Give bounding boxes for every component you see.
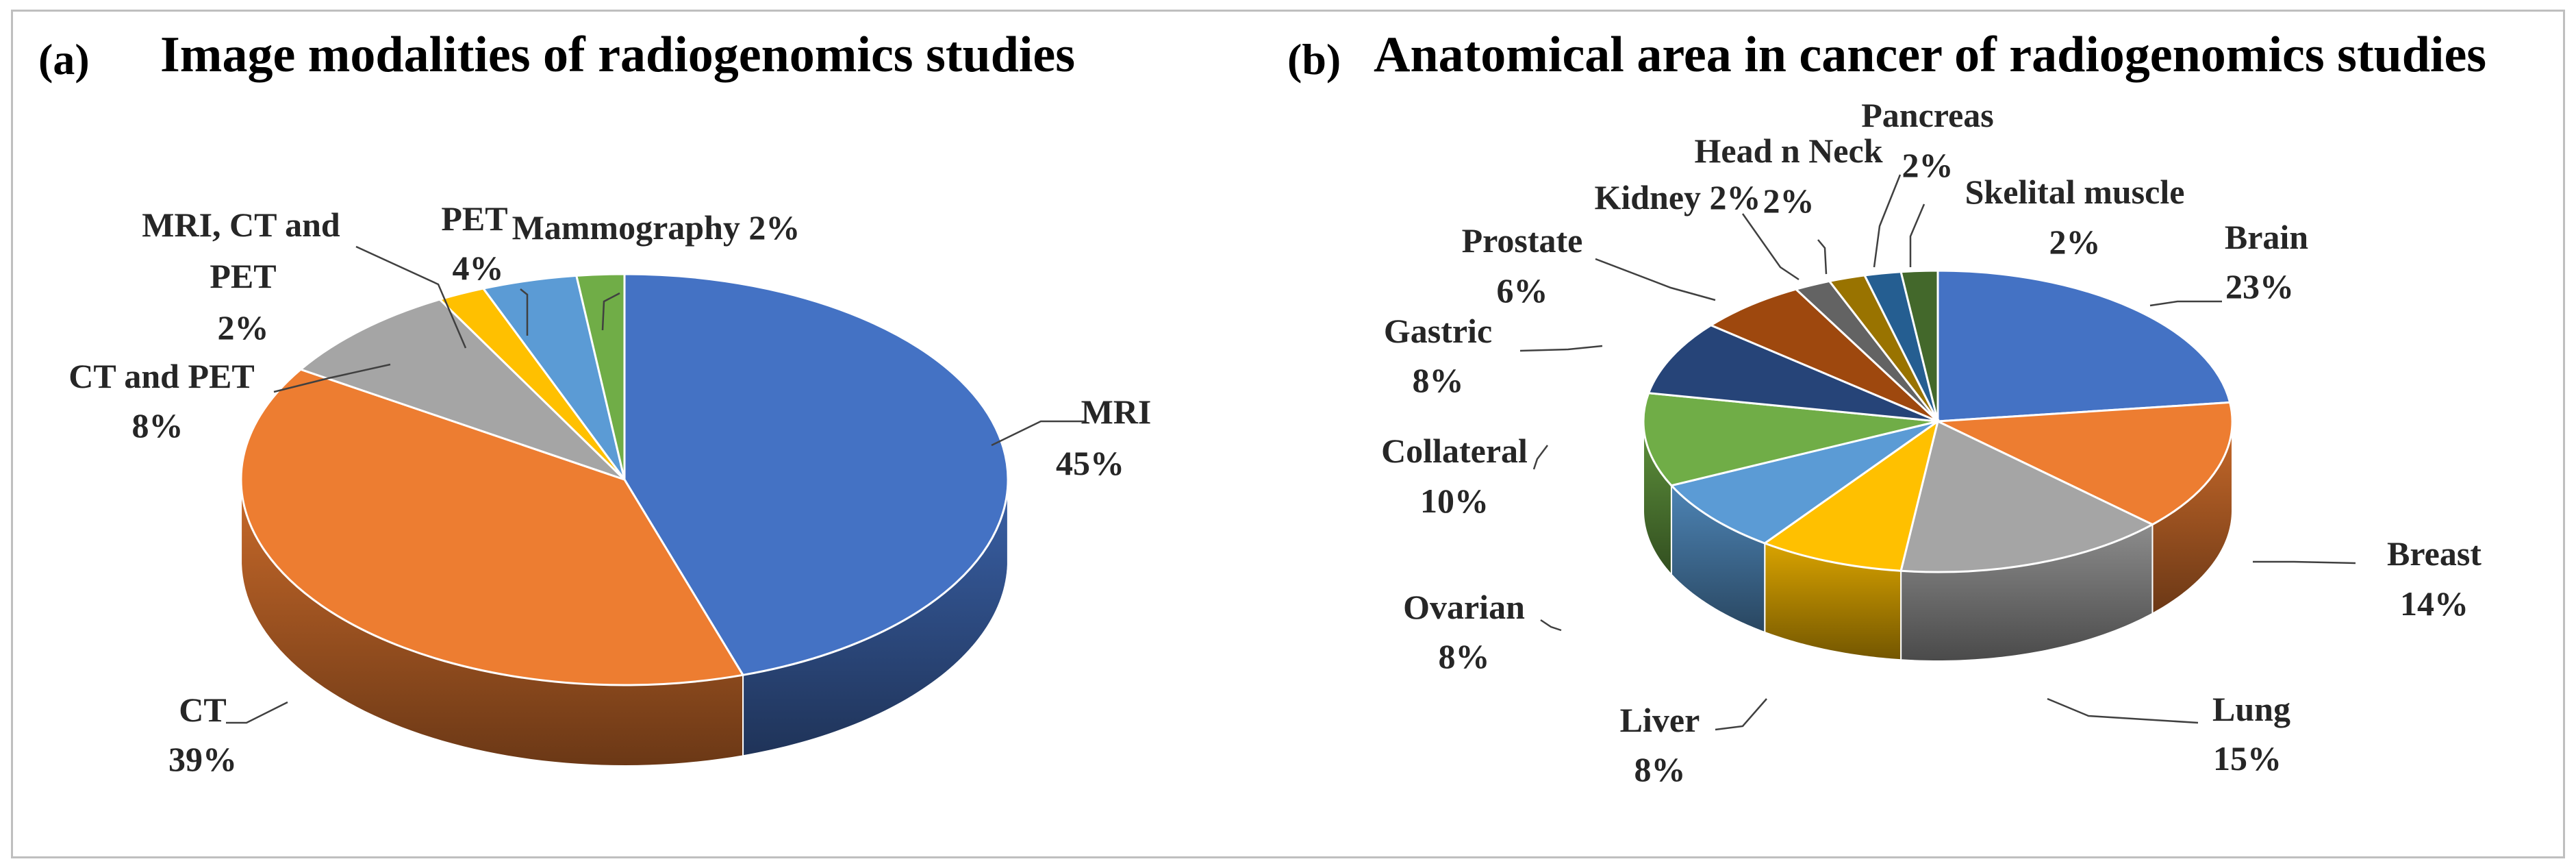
panel-a-title: Image modalities of radiogenomics studie… [160, 27, 1076, 83]
label-text-breast: Breast [2387, 534, 2482, 573]
label-value-prostate: 6% [1497, 271, 1548, 310]
leader-line-head-n-neck [1817, 239, 1828, 275]
label-ct-and-pet: CT and PET 8% [68, 357, 254, 445]
slice-gastric [1647, 324, 1939, 423]
label-text-collateral: Collateral [1381, 432, 1528, 470]
slice-ovarian [1669, 420, 1939, 545]
figure-frame [11, 10, 2565, 858]
leader-line-mri-ct-and-pet [355, 245, 467, 349]
label-liver: Liver 8% [1620, 701, 1700, 789]
label-value-head-n-neck: 2% [1763, 182, 1815, 220]
label-gastric: Gastric 8% [1384, 312, 1492, 399]
label-pancreas: Pancreas 2% [1861, 96, 1993, 184]
leader-line-prostate [1595, 258, 1716, 301]
label-mri: MRI 45% [1056, 393, 1151, 482]
label-value-brain: 23% [2225, 267, 2294, 306]
label-value-skelital-muscle: 2% [2049, 223, 2101, 261]
label-text-mri-ct-and-pet: PET [210, 257, 276, 295]
label-text-brain: Brain [2225, 218, 2308, 256]
leader-line-lung [2047, 697, 2199, 724]
label-text-pancreas: Pancreas [1861, 96, 1993, 134]
leader-line-kidney [1741, 213, 1800, 281]
label-text-liver: Liver [1620, 701, 1700, 739]
leader-line-collateral [1532, 445, 1548, 470]
label-value-liver: 8% [1634, 750, 1686, 789]
leader-line-pancreas [1873, 174, 1902, 268]
label-value-ovarian: 8% [1439, 637, 1490, 675]
label-value-breast: 14% [2400, 584, 2468, 623]
label-text-ct-and-pet: CT and PET [68, 357, 254, 395]
panel-b-title: Anatomical area in cancer of radiogenomi… [1374, 27, 2487, 83]
slice-prostate [1708, 288, 1939, 423]
label-text-gastric: Gastric [1384, 312, 1492, 350]
label-brain: Brain 23% [2225, 218, 2308, 306]
leader-line-gastric [1519, 345, 1603, 352]
label-skelital-muscle: Skelital muscle 2% [1965, 173, 2185, 261]
label-value-ct-and-pet: 8% [132, 406, 184, 445]
slice-collateral [1642, 392, 1939, 487]
label-text-head-n-neck: Head n Neck [1695, 132, 1883, 170]
label-value-mri-ct-and-pet: 2% [218, 308, 269, 347]
slice-brain [1936, 269, 2232, 423]
slice-liver [1763, 419, 1940, 572]
slice-mri [623, 273, 1009, 676]
label-collateral: Collateral 10% [1381, 432, 1528, 520]
label-text-ovarian: Ovarian [1403, 588, 1525, 626]
label-lung: Lung 15% [2212, 690, 2290, 778]
leader-line-brain [2149, 300, 2222, 307]
slice-mammography [574, 273, 626, 480]
label-value-collateral: 10% [1420, 482, 1489, 520]
pie-b-sides [1643, 421, 2233, 662]
label-kidney: Kidney 2% [1594, 178, 1760, 216]
slice-ct-and-pet [299, 298, 626, 481]
label-text-pet: PET [441, 199, 507, 238]
label-text-kidney: Kidney 2% [1594, 178, 1760, 216]
panel-a-letter: (a) [38, 35, 90, 84]
label-text-ct: CT [179, 691, 226, 729]
label-value-gastric: 8% [1413, 361, 1464, 399]
label-mri-ct-and-pet: MRI, CT and PET 2% [142, 206, 340, 347]
pie-a: MRI 45% CT 39% CT and PET 8% MRI, CT and PET 2% P… [68, 199, 1151, 778]
label-text-lung: Lung [2212, 690, 2290, 728]
leader-line-pet [520, 288, 529, 336]
label-value-mri: 45% [1056, 444, 1124, 482]
panel-b-letter: (b) [1287, 35, 1341, 84]
slice-ct [240, 368, 745, 686]
leader-line-skelital-muscle [1909, 203, 1925, 267]
label-breast: Breast 14% [2387, 534, 2482, 623]
slice-skelital-muscle [1899, 269, 1939, 422]
label-text-mri-ct-and-pet: MRI, CT and [142, 206, 340, 244]
slice-breast [1934, 401, 2234, 526]
label-pet: PET 4% [441, 199, 507, 287]
label-value-pet: 4% [453, 249, 504, 287]
pie-b: Brain 23% Breast 14% Lung 15% Liver 8% Ovarian 8%… [1381, 96, 2482, 789]
label-prostate: Prostate 6% [1462, 221, 1583, 310]
label-ct: CT 39% [168, 691, 237, 778]
label-ovarian: Ovarian 8% [1403, 588, 1525, 675]
label-text-skelital-muscle: Skelital muscle [1965, 173, 2185, 211]
leader-line-mri [991, 420, 1085, 447]
label-text-mri: MRI [1081, 393, 1152, 431]
label-text-mammography: Mammography 2% [512, 208, 800, 247]
leader-line-ct [226, 701, 288, 724]
leader-line-ct-and-pet [273, 363, 391, 393]
leader-line-ovarian [1540, 619, 1562, 632]
label-value-ct: 39% [168, 740, 237, 778]
label-text-prostate: Prostate [1462, 221, 1583, 260]
label-mammography: Mammography 2% [512, 208, 800, 247]
label-value-pancreas: 2% [1902, 146, 1954, 184]
leader-line-breast [2253, 560, 2356, 565]
leader-line-mammography [601, 292, 620, 331]
label-head-n-neck: Head n Neck 2% [1695, 132, 1883, 220]
label-value-lung: 15% [2213, 739, 2282, 778]
slice-lung [1899, 419, 2155, 573]
leader-line-liver [1715, 698, 1767, 731]
